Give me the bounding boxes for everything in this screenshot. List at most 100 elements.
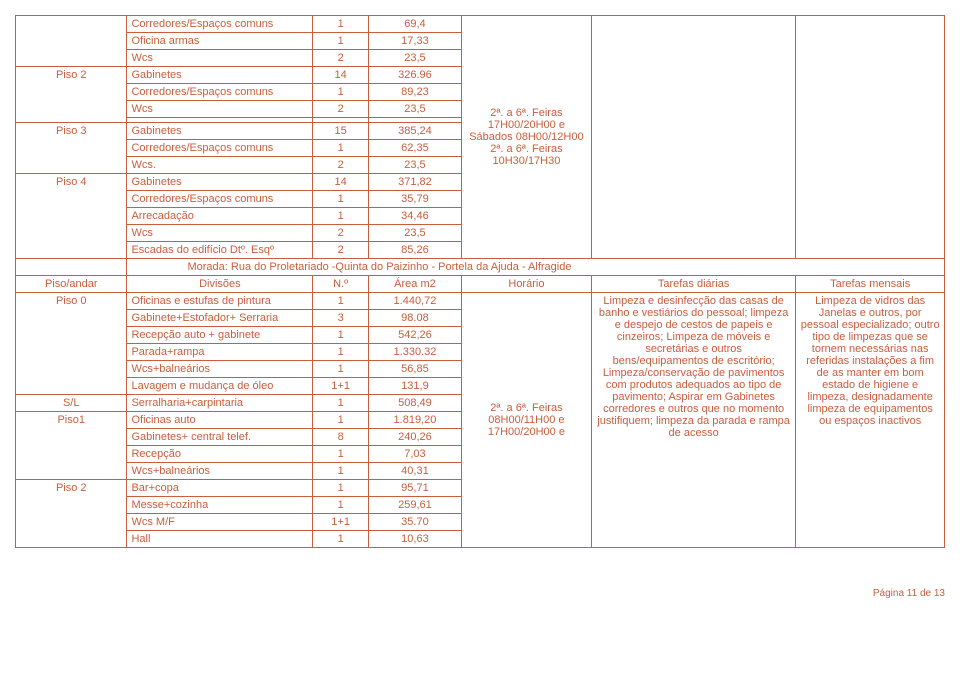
area-cell: 95,71 <box>369 480 462 497</box>
num-cell: 1 <box>313 16 369 33</box>
floor-cell: Piso 2 <box>16 67 127 123</box>
division-cell: Wcs <box>127 225 313 242</box>
division-cell: Wcs M/F <box>127 514 313 531</box>
num-cell: 2 <box>313 242 369 259</box>
tarefas-mensais-cell <box>796 16 945 259</box>
division-cell: Arrecadação <box>127 208 313 225</box>
floor-cell: Piso 4 <box>16 174 127 259</box>
num-cell: 2 <box>313 101 369 118</box>
division-cell: Messe+cozinha <box>127 497 313 514</box>
area-cell: 23,5 <box>369 157 462 174</box>
num-cell: 1 <box>313 497 369 514</box>
area-cell: 23,5 <box>369 225 462 242</box>
area-cell: 56,85 <box>369 361 462 378</box>
num-cell: 1 <box>313 33 369 50</box>
area-cell: 69,4 <box>369 16 462 33</box>
division-cell: Wcs. <box>127 157 313 174</box>
division-cell: Wcs+balneários <box>127 463 313 480</box>
tarefas-diarias-cell: Limpeza e desinfecção das casas de banho… <box>591 293 795 548</box>
division-cell: Corredores/Espaços comuns <box>127 16 313 33</box>
num-cell: 14 <box>313 174 369 191</box>
division-cell: Gabinete+Estofador+ Serraria <box>127 310 313 327</box>
division-cell: Corredores/Espaços comuns <box>127 140 313 157</box>
division-cell: Oficinas auto <box>127 412 313 429</box>
num-cell: 1 <box>313 84 369 101</box>
num-cell: 15 <box>313 123 369 140</box>
num-cell: 1 <box>313 412 369 429</box>
floor-cell: Piso 0 <box>16 293 127 395</box>
area-cell: 17,33 <box>369 33 462 50</box>
horario-cell: 2ª. a 6ª. Feiras 17H00/20H00 e Sábados 0… <box>461 16 591 259</box>
morada-blank <box>16 259 127 276</box>
tarefas-mensais-cell: Limpeza de vidros das Janelas e outros, … <box>796 293 945 548</box>
header-cell: Piso/andar <box>16 276 127 293</box>
page-footer: Página 11 de 13 <box>15 588 945 599</box>
num-cell: 1 <box>313 480 369 497</box>
area-cell: 7,03 <box>369 446 462 463</box>
num-cell: 14 <box>313 67 369 84</box>
header-cell: N.º <box>313 276 369 293</box>
division-cell: Corredores/Espaços comuns <box>127 191 313 208</box>
division-cell: Parada+rampa <box>127 344 313 361</box>
area-cell: 23,5 <box>369 50 462 67</box>
division-cell: Hall <box>127 531 313 548</box>
division-cell: Lavagem e mudança de óleo <box>127 378 313 395</box>
num-cell: 1 <box>313 293 369 310</box>
division-cell: Corredores/Espaços comuns <box>127 84 313 101</box>
header-cell: Tarefas mensais <box>796 276 945 293</box>
num-cell: 1 <box>313 395 369 412</box>
area-cell: 23,5 <box>369 101 462 118</box>
floor-cell: S/L <box>16 395 127 412</box>
num-cell: 1 <box>313 140 369 157</box>
horario-cell: 2ª. a 6ª. Feiras 08H00/11H00 e 17H00/20H… <box>461 293 591 548</box>
division-cell: Serralharia+carpintaria <box>127 395 313 412</box>
area-cell: 1.440,72 <box>369 293 462 310</box>
area-cell: 1.330.32 <box>369 344 462 361</box>
division-cell: Gabinetes <box>127 67 313 84</box>
floor-cell: Piso1 <box>16 412 127 480</box>
num-cell: 1 <box>313 463 369 480</box>
num-cell: 2 <box>313 225 369 242</box>
num-cell: 1+1 <box>313 378 369 395</box>
division-cell: Wcs <box>127 101 313 118</box>
num-cell: 1 <box>313 531 369 548</box>
area-cell: 326.96 <box>369 67 462 84</box>
num-cell: 1 <box>313 327 369 344</box>
division-cell: Gabinetes <box>127 174 313 191</box>
tarefas-diarias-cell <box>591 16 795 259</box>
division-cell: Oficinas e estufas de pintura <box>127 293 313 310</box>
division-cell: Bar+copa <box>127 480 313 497</box>
num-cell: 1 <box>313 446 369 463</box>
division-cell: Gabinetes+ central telef. <box>127 429 313 446</box>
num-cell: 3 <box>313 310 369 327</box>
header-cell: Horário <box>461 276 591 293</box>
floor-cell: Piso 2 <box>16 480 127 548</box>
num-cell: 1 <box>313 208 369 225</box>
num-cell: 2 <box>313 157 369 174</box>
area-cell: 34,46 <box>369 208 462 225</box>
area-cell: 131,9 <box>369 378 462 395</box>
num-cell: 2 <box>313 50 369 67</box>
area-cell: 40,31 <box>369 463 462 480</box>
num-cell: 1 <box>313 344 369 361</box>
division-cell: Oficina armas <box>127 33 313 50</box>
division-cell: Wcs <box>127 50 313 67</box>
division-cell: Escadas do edifício Dtº. Esqº <box>127 242 313 259</box>
division-cell: Recepção <box>127 446 313 463</box>
area-cell: 35.70 <box>369 514 462 531</box>
header-cell: Área m2 <box>369 276 462 293</box>
area-cell: 89,23 <box>369 84 462 101</box>
floor-cell: Piso 3 <box>16 123 127 174</box>
area-cell: 508,49 <box>369 395 462 412</box>
division-cell: Recepção auto + gabinete <box>127 327 313 344</box>
area-cell: 35,79 <box>369 191 462 208</box>
morada-cell: Morada: Rua do Proletariado -Quinta do P… <box>127 259 945 276</box>
area-cell: 371,82 <box>369 174 462 191</box>
header-cell: Divisões <box>127 276 313 293</box>
num-cell: 1+1 <box>313 514 369 531</box>
area-cell: 542,26 <box>369 327 462 344</box>
division-cell: Wcs+balneários <box>127 361 313 378</box>
area-cell: 385,24 <box>369 123 462 140</box>
building-table: Corredores/Espaços comuns169,42ª. a 6ª. … <box>15 15 945 548</box>
num-cell: 1 <box>313 361 369 378</box>
